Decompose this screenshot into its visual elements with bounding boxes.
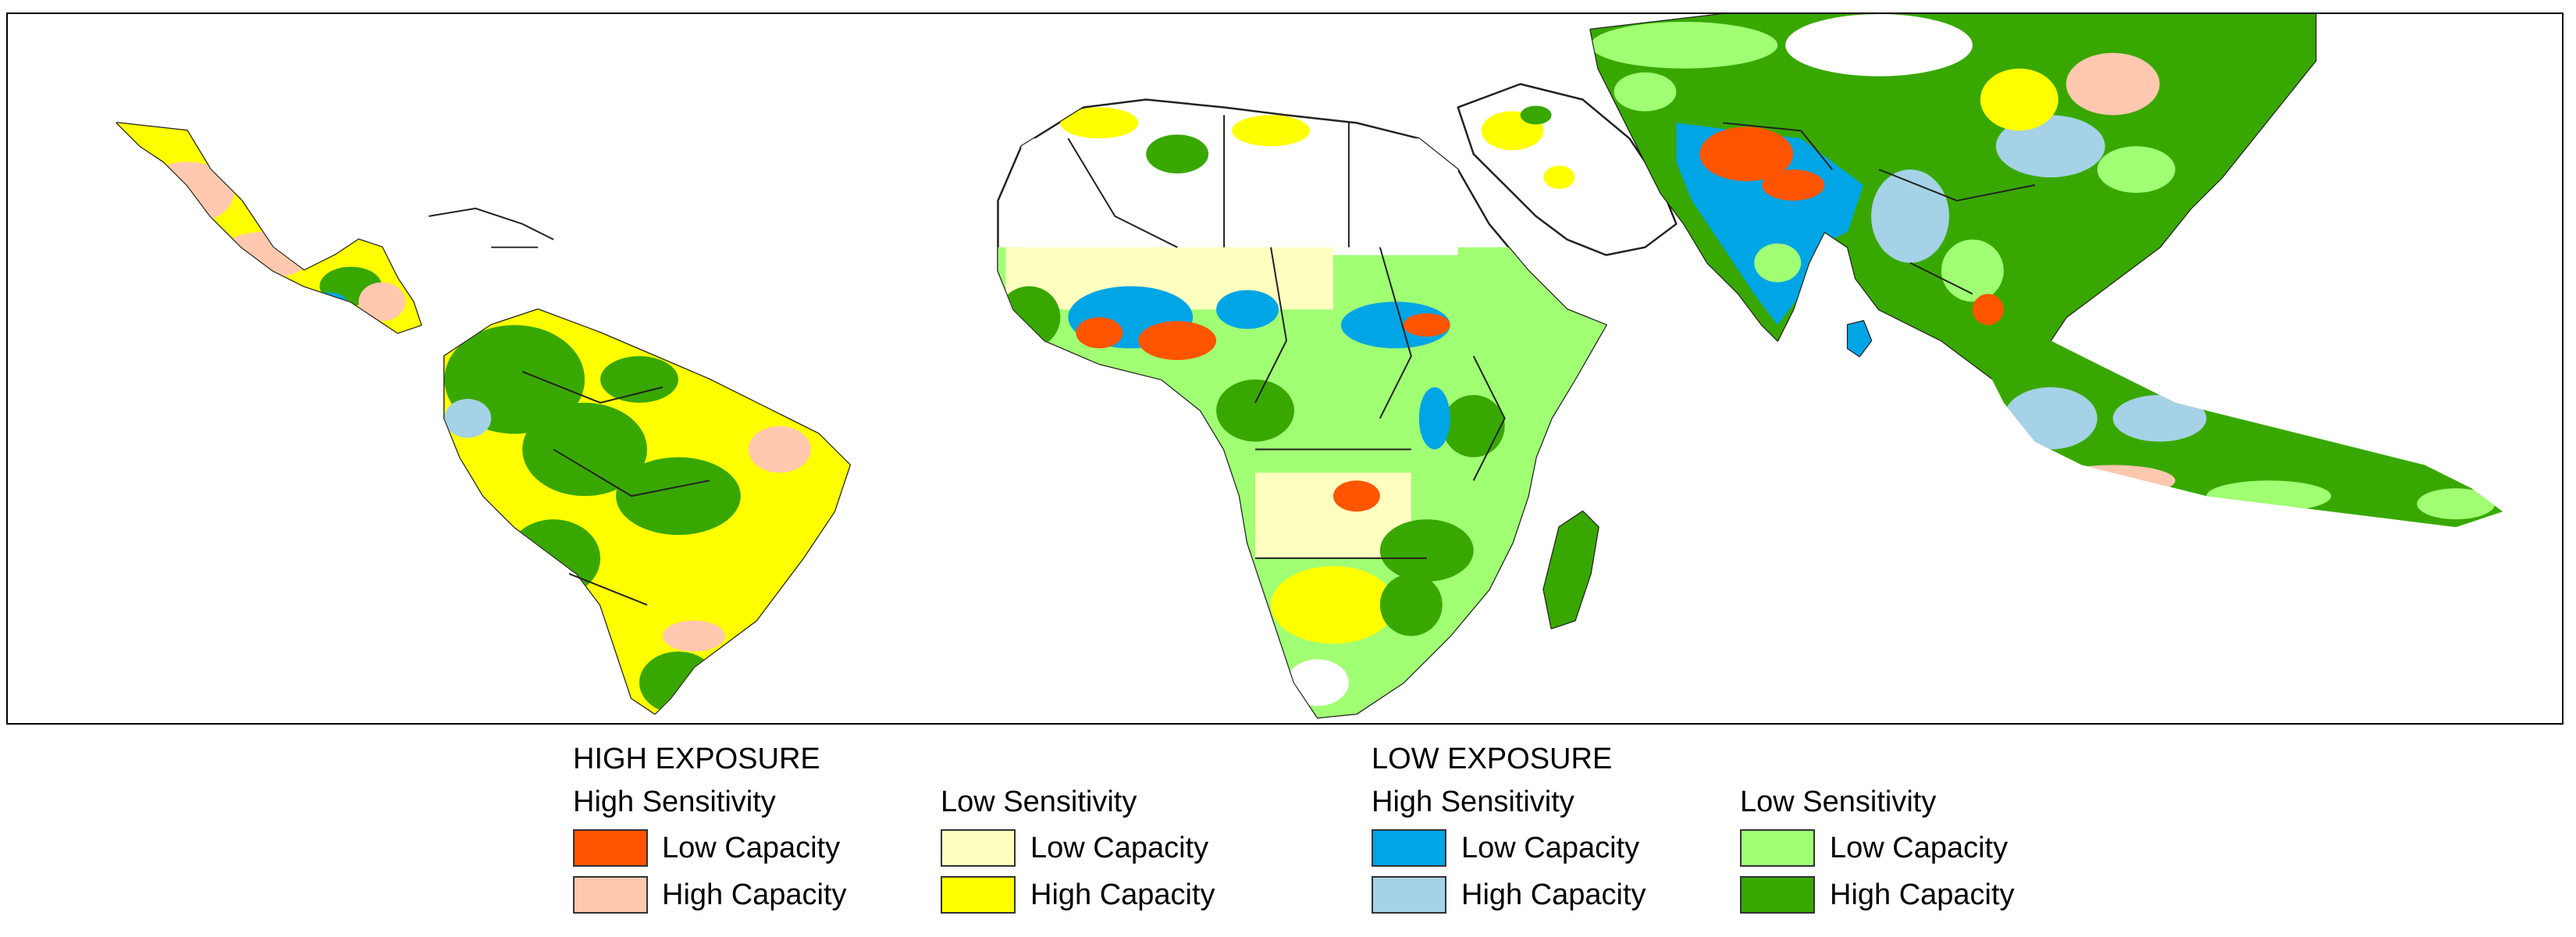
patch-sri-lanka (1848, 321, 1872, 357)
legend-swatch-le-hs-low-capacity (1372, 829, 1446, 867)
legend-swatch-le-ls-high-capacity (1740, 876, 1815, 914)
patches-middle-east (1481, 105, 1575, 190)
legend-swatch-le-ls-low-capacity (1740, 829, 1815, 867)
legend-low-exposure-high-sensitivity: High Sensitivity (1372, 786, 1574, 818)
legend-high-exposure-high-sensitivity: High Sensitivity (573, 786, 776, 818)
legend-swatch-he-ls-low-capacity (941, 829, 1016, 867)
legend-label-le-ls-high-capacity: High Capacity (1830, 878, 2015, 911)
legend-label-he-hs-low-capacity: Low Capacity (662, 832, 841, 864)
legend-label-le-hs-high-capacity: High Capacity (1461, 878, 1646, 911)
legend-label-le-hs-low-capacity: Low Capacity (1461, 832, 1640, 864)
caribbean-islands (429, 207, 554, 248)
legend-label-he-hs-high-capacity: High Capacity (662, 878, 847, 911)
legend-swatch-he-ls-high-capacity (941, 876, 1016, 914)
legend-label-he-ls-high-capacity: High Capacity (1030, 878, 1215, 911)
legend-swatch-he-hs-low-capacity (573, 829, 648, 867)
legend-label-he-ls-low-capacity: Low Capacity (1030, 832, 1209, 864)
patch-madagascar (1543, 511, 1599, 629)
country-borders (521, 115, 2036, 606)
legend-swatch-le-hs-high-capacity (1372, 876, 1446, 914)
patches-south-america (444, 309, 850, 714)
legend-heading-high-exposure: HIGH EXPOSURE (573, 743, 820, 775)
legend-label-le-ls-low-capacity: Low Capacity (1830, 832, 2008, 864)
vulnerability-map (116, 14, 2503, 719)
patches-mexico (116, 123, 422, 333)
legend-swatch-he-hs-high-capacity (573, 876, 648, 914)
legend-heading-low-exposure: LOW EXPOSURE (1372, 743, 1613, 775)
legend-low-exposure-low-sensitivity: Low Sensitivity (1740, 786, 1937, 818)
patches-southeast-asia (1987, 340, 2503, 528)
legend-high-exposure-low-sensitivity: Low Sensitivity (941, 786, 1137, 818)
map-frame (6, 12, 2564, 725)
